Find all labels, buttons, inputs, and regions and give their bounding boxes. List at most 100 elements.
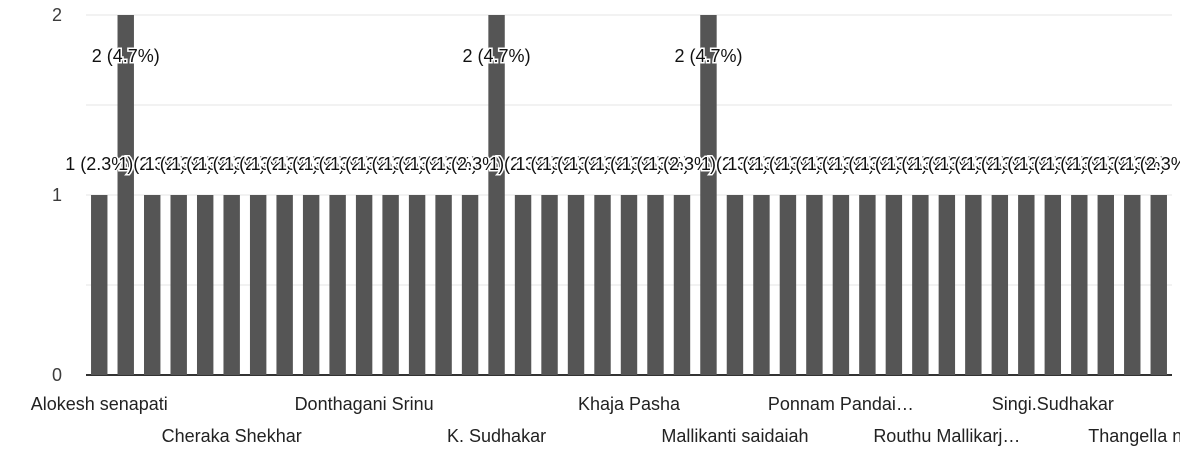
bar	[1071, 195, 1088, 375]
bar	[1044, 195, 1062, 375]
bar	[620, 195, 638, 375]
bar	[991, 195, 1009, 375]
bar	[647, 195, 664, 375]
bar	[859, 195, 876, 375]
bar	[1097, 195, 1114, 375]
data-label: 1 (2.3%)	[436, 154, 504, 174]
data-label: 1 (2.3%)	[701, 154, 769, 174]
y-tick-label: 2	[52, 5, 62, 25]
bar	[91, 195, 108, 375]
bar	[938, 195, 956, 375]
data-label: 1 (2.3%)	[277, 154, 345, 174]
x-axis-categories: Alokesh senapati Cheraka Shekhar Donthagan…	[31, 394, 1180, 446]
data-label: 1 (2.3%)	[568, 154, 636, 174]
data-labels: 1 (2.3%)2 (4.7%)1 (2.3%)1 (2.3%)1 (2.3%)…	[64, 45, 1180, 176]
bar	[1150, 195, 1167, 375]
data-label: 2 (4.7%)	[463, 46, 531, 66]
category-label: Alokesh senapati	[31, 394, 168, 414]
bar	[461, 195, 479, 375]
bar	[567, 195, 585, 375]
data-label: 1 (2.3%)	[65, 154, 133, 174]
data-label: 1 (2.3%)	[1098, 154, 1166, 174]
data-label: 1 (2.3%)	[224, 154, 292, 174]
category-label: Khaja Pasha	[578, 394, 681, 414]
data-label: 1 (2.3%)	[251, 154, 319, 174]
data-label: 1 (2.3%)	[330, 154, 398, 174]
category-label: K. Sudhakar	[447, 426, 546, 446]
bar	[249, 195, 267, 375]
category-label: Routhu Mallikarj…	[873, 426, 1020, 446]
category-label: Ponnam Pandai…	[768, 394, 914, 414]
bars	[91, 15, 1167, 375]
bar	[700, 15, 717, 375]
y-tick-label: 1	[52, 185, 62, 205]
category-label: Donthagani Srinu	[295, 394, 434, 414]
data-label: 1 (2.3%)	[886, 154, 954, 174]
data-label: 1 (2.3%)	[727, 154, 795, 174]
category-label: Thangella narsi…	[1088, 426, 1180, 446]
bar	[435, 195, 452, 375]
data-label: 2 (4.7%)	[92, 46, 160, 66]
data-label: 1 (2.3%)	[489, 154, 557, 174]
data-label: 1 (2.3%)	[118, 154, 186, 174]
y-axis-ticks: 0 1 2	[52, 5, 62, 385]
data-label: 1 (2.3%)	[833, 154, 901, 174]
data-label: 1 (2.3%)	[542, 154, 610, 174]
category-label: Cheraka Shekhar	[162, 426, 302, 446]
bar	[382, 195, 399, 375]
data-label: 1 (2.3%)	[966, 154, 1034, 174]
bar	[170, 195, 187, 375]
bar	[302, 195, 320, 375]
data-label: 1 (2.3%)	[807, 154, 875, 174]
data-label: 1 (2.3%)	[1125, 154, 1180, 174]
bar	[514, 195, 532, 375]
bar	[753, 195, 770, 375]
data-label: 1 (2.3%)	[145, 154, 213, 174]
data-label: 1 (2.3%)	[992, 154, 1060, 174]
bar	[541, 195, 558, 375]
data-label: 1 (2.3%)	[383, 154, 451, 174]
data-label: 1 (2.3%)	[595, 154, 663, 174]
data-label: 1 (2.3%)	[516, 154, 584, 174]
bar	[223, 195, 240, 375]
data-label: 1 (2.3%)	[939, 154, 1007, 174]
data-label: 1 (2.3%)	[648, 154, 716, 174]
data-label: 1 (2.3%)	[1072, 154, 1140, 174]
bar	[276, 195, 293, 375]
data-label: 1 (2.3%)	[357, 154, 425, 174]
bar	[726, 195, 744, 375]
bar	[965, 195, 982, 375]
bar	[673, 195, 691, 375]
bar	[885, 195, 903, 375]
bar	[832, 195, 850, 375]
data-label: 1 (2.3%)	[410, 154, 478, 174]
y-tick-label: 0	[52, 365, 62, 385]
bar	[117, 15, 134, 375]
data-label: 2 (4.7%)	[674, 46, 742, 66]
bar	[488, 15, 505, 375]
bar	[1018, 195, 1035, 375]
category-label: Mallikanti saidaiah	[661, 426, 808, 446]
data-label: 1 (2.3%)	[1019, 154, 1087, 174]
category-label: Singi.Sudhakar	[992, 394, 1114, 414]
bar	[144, 195, 161, 375]
data-label: 1 (2.3%)	[171, 154, 239, 174]
bar	[408, 195, 426, 375]
bar	[806, 195, 823, 375]
data-label: 1 (2.3%)	[780, 154, 848, 174]
data-label: 1 (2.3%)	[754, 154, 822, 174]
data-label: 1 (2.3%)	[198, 154, 266, 174]
data-label: 1 (2.3%)	[860, 154, 928, 174]
bar	[196, 195, 214, 375]
bar	[329, 195, 346, 375]
data-label: 1 (2.3%)	[304, 154, 372, 174]
bar	[594, 195, 611, 375]
bar	[1124, 195, 1141, 375]
data-label: 1 (2.3%)	[913, 154, 981, 174]
bar	[779, 195, 797, 375]
bar	[355, 195, 373, 375]
data-label: 1 (2.3%)	[1045, 154, 1113, 174]
bar	[912, 195, 929, 375]
data-label: 1 (2.3%)	[621, 154, 689, 174]
